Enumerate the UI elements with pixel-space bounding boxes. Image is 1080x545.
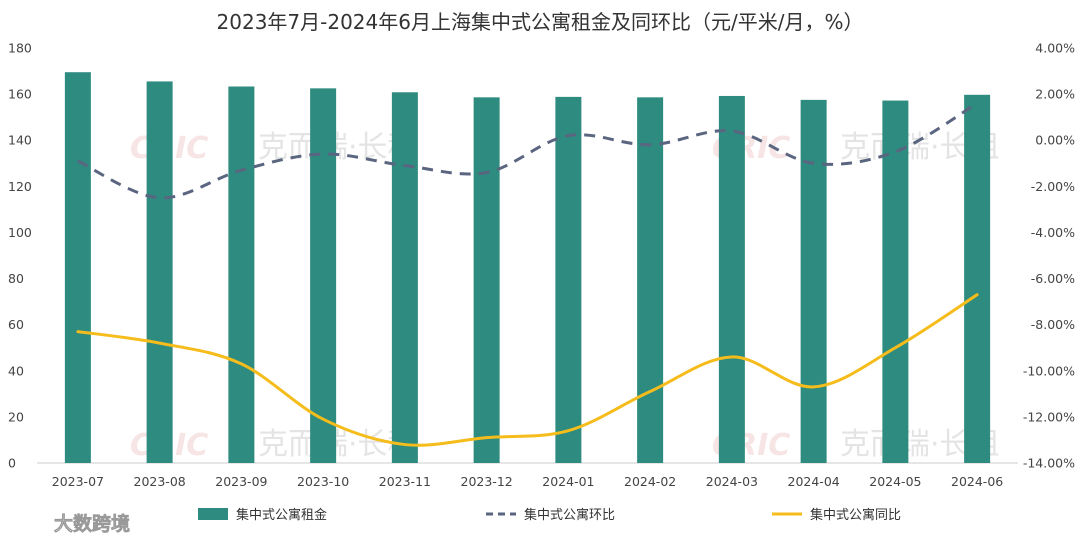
watermark-text: 克而瑞·长租 bbox=[258, 427, 418, 462]
y-right-tick-label: 2.00% bbox=[1035, 87, 1075, 102]
x-tick-label: 2024-03 bbox=[706, 474, 758, 489]
x-tick-label: 2023-09 bbox=[215, 474, 267, 489]
bar-series bbox=[64, 72, 991, 464]
y-left-tick-label: 0 bbox=[8, 456, 16, 471]
y-left-tick-label: 180 bbox=[8, 41, 32, 56]
y-right-tick-label: -6.00% bbox=[1031, 271, 1075, 286]
y-right-tick-label: -12.00% bbox=[1023, 409, 1075, 424]
y-right-tick-label: -4.00% bbox=[1031, 225, 1075, 240]
line-集中式公寓同比 bbox=[76, 293, 979, 447]
y-right-tick-label: -2.00% bbox=[1031, 179, 1075, 194]
bar-2023-07 bbox=[64, 72, 91, 463]
y-right-tick-label: -14.00% bbox=[1023, 456, 1075, 471]
y-left-tick-label: 140 bbox=[8, 133, 32, 148]
y-right-tick-label: -8.00% bbox=[1031, 317, 1075, 332]
x-tick-label: 2023-08 bbox=[134, 474, 186, 489]
watermark-text: 克而瑞·长租 bbox=[258, 130, 418, 165]
line-series bbox=[76, 102, 979, 447]
brand-label: 大数跨境 bbox=[54, 512, 130, 535]
legend-label: 集中式公寓租金 bbox=[236, 507, 327, 523]
chart-title: 2023年7月-2024年6月上海集中式公寓租金及同环比（元/平米/月，%） bbox=[217, 10, 864, 34]
y-left-tick-label: 80 bbox=[8, 271, 24, 286]
y-axis-right: -14.00% -12.00% -10.00% -8.00% -6.00% -4.00% -… bbox=[1023, 41, 1075, 471]
y-left-tick-label: 60 bbox=[8, 317, 24, 332]
legend-label: 集中式公寓环比 bbox=[524, 507, 615, 523]
y-left-tick-label: 40 bbox=[8, 363, 24, 378]
bar-2024-03 bbox=[718, 95, 745, 463]
bar-2023-10 bbox=[310, 88, 337, 463]
bar-2024-06 bbox=[964, 94, 991, 463]
bar-2024-02 bbox=[637, 97, 664, 463]
x-axis: 2023-07 2023-08 2023-09 2023-10 2023-11 2023-… bbox=[52, 474, 1004, 489]
legend-label: 集中式公寓同比 bbox=[810, 507, 901, 523]
x-tick-label: 2023-12 bbox=[461, 474, 513, 489]
x-tick-label: 2023-11 bbox=[379, 474, 431, 489]
x-tick-label: 2024-04 bbox=[788, 474, 840, 489]
y-right-tick-label: 0.00% bbox=[1035, 133, 1075, 148]
y-right-tick-label: -10.00% bbox=[1023, 363, 1075, 378]
bar-2024-01 bbox=[555, 96, 582, 463]
brand-icon bbox=[9, 513, 29, 533]
y-left-tick-label: 160 bbox=[8, 87, 32, 102]
x-tick-label: 2024-06 bbox=[951, 474, 1003, 489]
brand-mark: 大数跨境 bbox=[9, 512, 130, 535]
x-tick-label: 2024-01 bbox=[542, 474, 594, 489]
y-right-tick-label: 4.00% bbox=[1035, 41, 1075, 56]
x-tick-label: 2023-10 bbox=[297, 474, 349, 489]
bar-2024-05 bbox=[882, 100, 909, 464]
bar-2023-08 bbox=[146, 81, 173, 464]
bar-2023-09 bbox=[228, 86, 255, 463]
x-tick-label: 2024-02 bbox=[624, 474, 676, 489]
x-tick-label: 2023-07 bbox=[52, 474, 104, 489]
bar-2024-04 bbox=[800, 99, 827, 463]
legend-swatch-bar bbox=[198, 508, 228, 520]
brand-icon-dot bbox=[26, 513, 40, 527]
y-left-tick-label: 100 bbox=[8, 225, 32, 240]
x-tick-label: 2024-05 bbox=[869, 474, 921, 489]
bar-2023-11 bbox=[391, 92, 418, 464]
y-left-tick-label: 120 bbox=[8, 179, 32, 194]
y-left-tick-label: 20 bbox=[8, 409, 24, 424]
bar-2023-12 bbox=[473, 97, 500, 463]
legend: 集中式公寓租金 集中式公寓环比 集中式公寓同比 bbox=[198, 507, 901, 523]
y-axis-left: 0 20 40 60 80 100 120 140 160 180 bbox=[8, 41, 32, 471]
